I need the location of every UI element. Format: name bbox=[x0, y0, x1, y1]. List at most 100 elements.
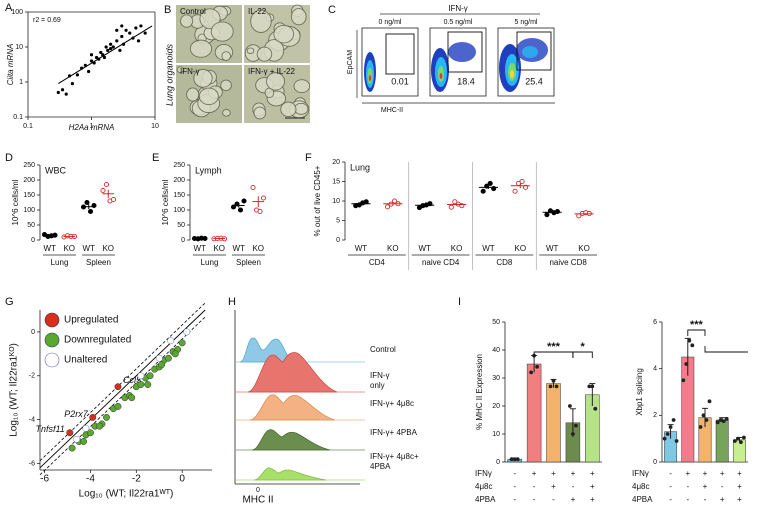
point bbox=[687, 338, 692, 343]
condition-sign: - bbox=[552, 495, 555, 504]
point bbox=[718, 418, 723, 422]
y-tick-label: 200 bbox=[23, 177, 35, 184]
condition-name: 4PBA bbox=[632, 495, 653, 504]
chart-title: Lung bbox=[350, 162, 370, 172]
organoid bbox=[290, 8, 307, 26]
condition-sign: + bbox=[703, 469, 708, 478]
condition-sign: - bbox=[669, 482, 672, 491]
condition-name: IFNγ bbox=[475, 469, 492, 478]
condition-sign: + bbox=[737, 495, 742, 504]
organoid-images bbox=[176, 4, 311, 123]
panel-letter: H bbox=[228, 296, 236, 308]
panel-letter: E bbox=[152, 152, 159, 164]
organoid bbox=[294, 102, 309, 115]
organoid bbox=[256, 46, 273, 62]
gate-value: 0.01 bbox=[391, 76, 409, 86]
point bbox=[155, 354, 163, 362]
point bbox=[109, 42, 113, 46]
point bbox=[128, 394, 136, 402]
point bbox=[110, 196, 117, 203]
point bbox=[146, 372, 154, 380]
condition-sign: + bbox=[551, 469, 556, 478]
axis-label: MHC II bbox=[242, 495, 273, 506]
condition-label: only bbox=[370, 381, 385, 390]
x-tick-label: KO bbox=[578, 244, 590, 253]
significance-label: *** bbox=[690, 319, 704, 331]
point bbox=[60, 88, 65, 92]
point bbox=[80, 438, 88, 445]
point bbox=[736, 436, 740, 441]
x-tick-label: 10 bbox=[151, 123, 159, 130]
y-tick-label: 100 bbox=[23, 207, 35, 214]
condition-sign: + bbox=[737, 482, 742, 491]
y-axis-label: 10^6 cells/ml bbox=[11, 179, 20, 225]
histogram-ridges bbox=[236, 337, 365, 481]
y-tick-label: 6 bbox=[653, 319, 657, 326]
point bbox=[137, 381, 145, 388]
y-tick-label: -2 bbox=[29, 373, 35, 380]
point bbox=[512, 457, 517, 462]
organoid bbox=[246, 47, 255, 55]
point bbox=[257, 208, 263, 215]
point bbox=[701, 413, 706, 418]
point bbox=[99, 50, 103, 55]
point bbox=[109, 47, 113, 51]
group-label: naive CD8 bbox=[549, 258, 587, 267]
organoid bbox=[250, 9, 272, 33]
point bbox=[237, 207, 244, 213]
y-tick-label: 150 bbox=[173, 192, 185, 199]
bar bbox=[526, 363, 542, 463]
point bbox=[668, 425, 673, 429]
point bbox=[587, 384, 592, 389]
x-tick-label: -6 bbox=[40, 474, 49, 485]
group-label: naive CD4 bbox=[422, 258, 460, 267]
y-tick-label: 10 bbox=[15, 44, 23, 51]
point bbox=[67, 74, 72, 78]
point bbox=[724, 416, 729, 421]
point bbox=[707, 399, 712, 404]
point bbox=[70, 82, 74, 86]
point bbox=[698, 425, 703, 429]
y-tick-label: 250 bbox=[23, 162, 35, 169]
y-tick-label: 250 bbox=[173, 162, 185, 169]
point bbox=[68, 444, 76, 452]
point bbox=[97, 57, 101, 61]
significance-bracket bbox=[704, 346, 748, 353]
point bbox=[102, 55, 107, 60]
y-tick-label: 20 bbox=[492, 403, 500, 410]
condition-label: IFN-γ bbox=[370, 371, 390, 380]
condition-sign: + bbox=[571, 495, 576, 504]
point bbox=[739, 440, 743, 445]
y-tick-label: 1 bbox=[19, 79, 23, 86]
point bbox=[80, 66, 84, 70]
group-label: Lung bbox=[201, 258, 219, 267]
x-tick-label: WT bbox=[44, 244, 57, 253]
point bbox=[515, 457, 520, 462]
x-tick-label: KO bbox=[252, 244, 264, 253]
point bbox=[241, 198, 247, 204]
x-tick-label: -4 bbox=[86, 474, 95, 485]
point bbox=[551, 378, 556, 383]
point bbox=[75, 73, 80, 77]
y-tick-label: 2 bbox=[653, 412, 657, 419]
x-tick-label: WT bbox=[482, 244, 495, 253]
condition-sign: + bbox=[590, 482, 595, 491]
y-tick-label: 0 bbox=[496, 459, 500, 466]
point bbox=[66, 429, 74, 437]
y-tick-label: 100 bbox=[173, 207, 185, 214]
point bbox=[128, 31, 132, 35]
significance-bracket bbox=[687, 329, 706, 336]
gate-value: 18.4 bbox=[457, 76, 475, 86]
fit-line bbox=[58, 25, 153, 85]
x-tick-label: WT bbox=[546, 244, 559, 253]
point bbox=[143, 31, 147, 35]
x-axis-label: Log₁₀ (WT; Il22ra1ᵂᵀ) bbox=[79, 489, 174, 500]
point bbox=[139, 24, 143, 28]
x-tick-label: KO bbox=[451, 244, 463, 253]
group-label: CD4 bbox=[369, 258, 386, 267]
annotation: r2 = 0.69 bbox=[33, 17, 61, 24]
point bbox=[452, 199, 458, 205]
condition-sign: - bbox=[721, 482, 724, 491]
dose-label: 0 ng/ml bbox=[379, 19, 402, 26]
point bbox=[89, 59, 94, 63]
